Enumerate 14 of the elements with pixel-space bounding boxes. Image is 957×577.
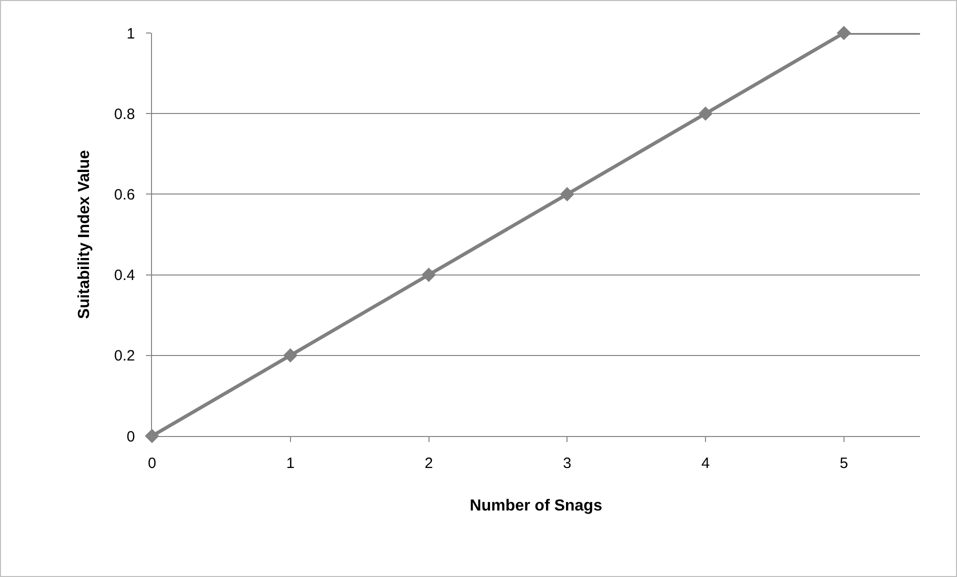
x-tick-label: 4 <box>701 455 710 472</box>
x-tick-label: 0 <box>148 455 156 472</box>
x-axis-title: Number of Snags <box>470 498 602 515</box>
y-tick-label: 0.6 <box>114 186 135 204</box>
y-axis-title: Suitability Index Value <box>76 150 94 319</box>
x-tick-label: 3 <box>562 455 572 472</box>
y-tick-label: 0.2 <box>114 348 135 365</box>
x-tick-label: 5 <box>840 455 848 472</box>
x-tick-label: 2 <box>424 455 433 472</box>
y-tick-label: 0.8 <box>114 106 135 123</box>
y-tick-label: 0.4 <box>114 267 135 284</box>
y-tick-label: 1 <box>126 25 135 42</box>
y-tick-label: 0 <box>126 428 135 446</box>
x-tick-label: 1 <box>286 455 295 472</box>
